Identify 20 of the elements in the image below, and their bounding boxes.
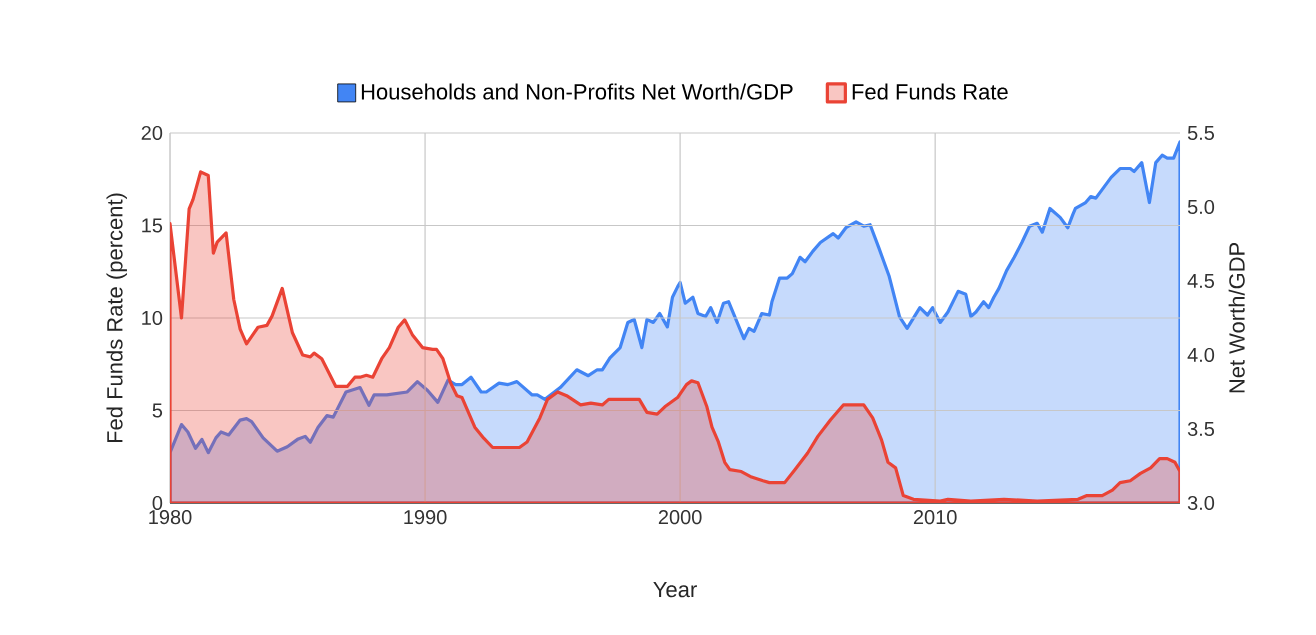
x-tick-label: 1990 <box>404 510 447 525</box>
y-tick-label: 15 <box>142 218 163 233</box>
y-tick-label: 10 <box>142 310 163 326</box>
y2-tick-label: 3.0 <box>1187 495 1215 511</box>
x-tick-label: 2010 <box>913 510 957 525</box>
legend-label: Fed Funds Rate <box>852 83 1008 100</box>
x-tick-label: 2000 <box>658 510 702 525</box>
y-axis-title: Fed Funds Rate (percent) <box>106 193 127 443</box>
y2-tick-label: 5.5 <box>1187 126 1215 140</box>
x-tick-label: 1980 <box>149 510 192 525</box>
y2-tick-label: 4.0 <box>1187 347 1215 363</box>
legend-label: Households and Non-Profits Net Worth/GDP <box>361 83 793 100</box>
y2-tick-label: 3.5 <box>1187 421 1215 437</box>
y-tick-label: 5 <box>152 403 163 418</box>
y2-axis-title: Net Worth/GDP <box>1228 242 1245 393</box>
y-tick-label: 0 <box>152 495 163 511</box>
x-axis-title: Year <box>653 581 697 598</box>
y2-tick-label: 5.0 <box>1187 199 1215 215</box>
y-tick-label: 20 <box>141 125 163 141</box>
y2-tick-label: 4.5 <box>1187 274 1215 288</box>
